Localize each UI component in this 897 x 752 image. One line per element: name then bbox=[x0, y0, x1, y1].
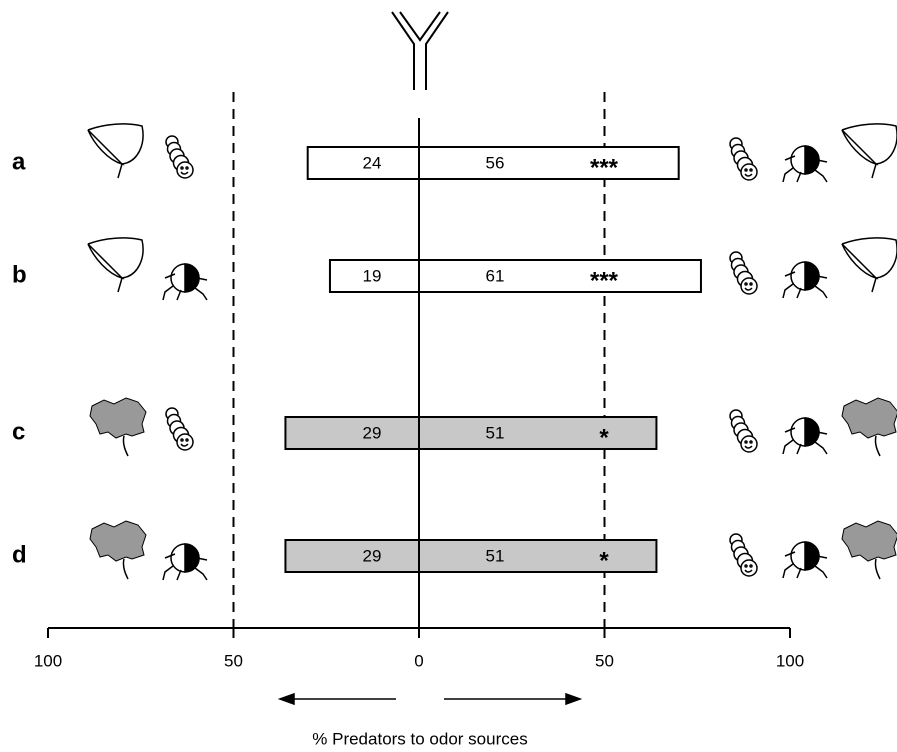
bar-right bbox=[419, 417, 656, 449]
x-tick-label: 100 bbox=[34, 651, 62, 670]
right-count: 61 bbox=[486, 266, 505, 285]
significance: *** bbox=[590, 154, 619, 181]
right-count: 56 bbox=[486, 153, 505, 172]
direction-arrows bbox=[280, 694, 580, 704]
row-label: c bbox=[12, 418, 25, 445]
left-count: 29 bbox=[363, 546, 382, 565]
olfactometer-icon bbox=[392, 12, 448, 90]
row-label: a bbox=[12, 148, 26, 175]
bar-right bbox=[419, 147, 679, 179]
row-label: b bbox=[12, 261, 27, 288]
x-tick-label: 50 bbox=[224, 651, 243, 670]
right-count: 51 bbox=[486, 423, 505, 442]
significance: *** bbox=[590, 267, 619, 294]
significance: * bbox=[599, 547, 609, 574]
left-count: 29 bbox=[363, 423, 382, 442]
odor-source-icons bbox=[88, 124, 897, 580]
bar-left bbox=[285, 417, 419, 449]
chart: % Predators to odor sources 100 50 0 50 100 a… bbox=[0, 0, 897, 752]
left-count: 19 bbox=[363, 266, 382, 285]
significance: * bbox=[599, 424, 609, 451]
row-label: d bbox=[12, 541, 27, 568]
x-axis-label: % Predators to odor sources bbox=[312, 729, 527, 748]
bar-right bbox=[419, 540, 656, 572]
x-tick-label: 50 bbox=[595, 651, 614, 670]
right-count: 51 bbox=[486, 546, 505, 565]
x-tick-label: 100 bbox=[776, 651, 804, 670]
bar-left bbox=[285, 540, 419, 572]
bar-right bbox=[419, 260, 701, 292]
x-tick-label: 0 bbox=[414, 651, 423, 670]
left-count: 24 bbox=[363, 153, 382, 172]
